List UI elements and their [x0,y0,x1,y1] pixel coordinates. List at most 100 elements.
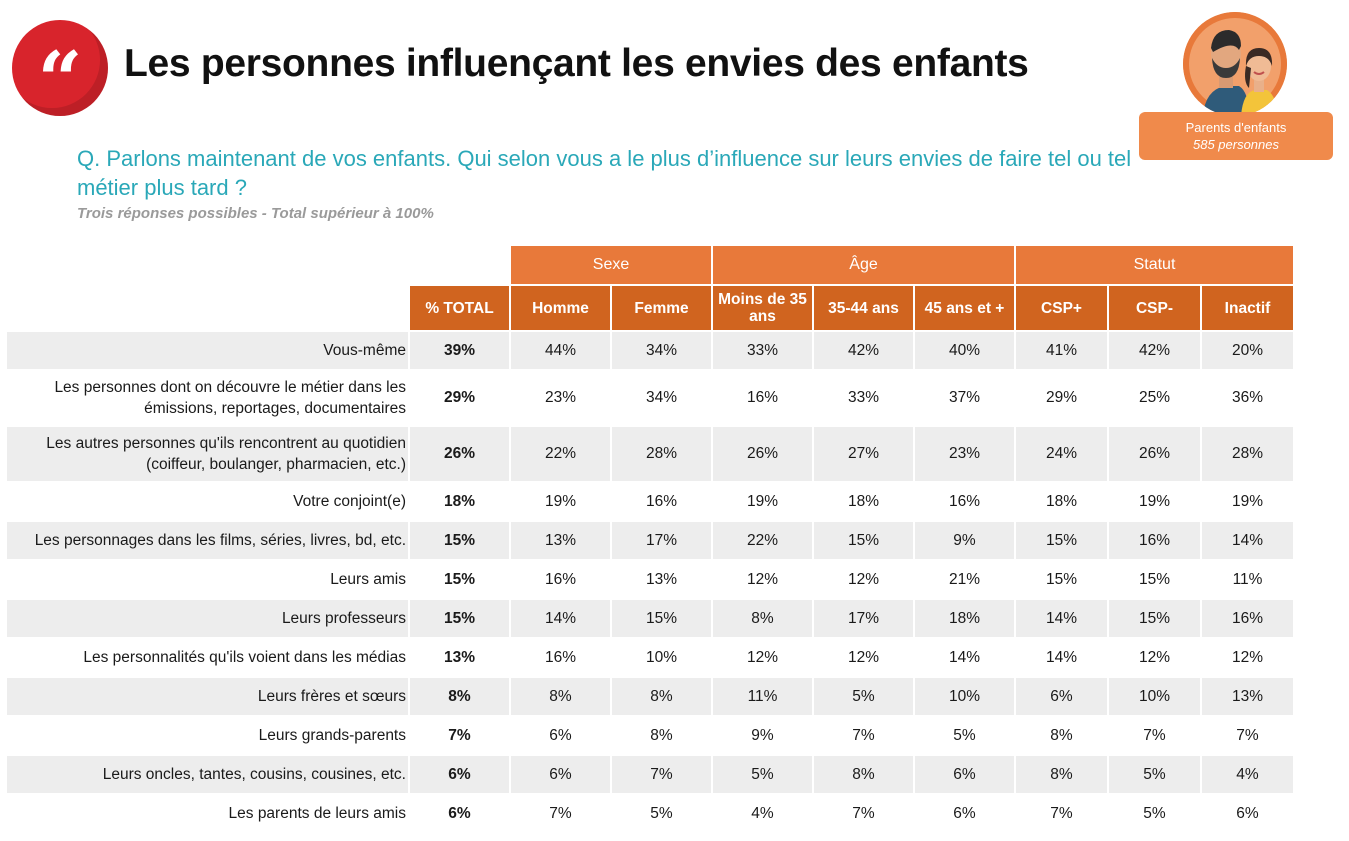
value-cell: 11% [1232,570,1263,588]
value-cell: 6% [1236,804,1259,822]
value-cell: 15% [814,522,913,559]
value-cell: 26% [713,427,812,481]
value-cell: 6% [915,756,1014,793]
value-cell: 16% [746,389,779,406]
group-header-age: Âge [713,246,1014,284]
value-cell: 8% [1016,756,1107,793]
column-header-inactif: Inactif [1202,286,1293,330]
value-cell: 10% [645,648,678,666]
row-label: Leurs amis [330,571,406,588]
value-cell: 5% [713,756,812,793]
total-cell: 39% [410,332,509,369]
value-cell: 15% [1109,600,1200,637]
value-cell: 18% [915,600,1014,637]
page-title: Les personnes influençant les envies des… [124,42,1029,85]
value-cell: 11% [713,678,812,715]
results-table: Sexe Âge Statut % TOTAL Homme Femme Moin… [5,244,1295,834]
value-cell: 5% [953,726,976,744]
value-cell: 10% [1109,678,1200,715]
value-cell: 12% [746,648,779,666]
value-cell: 5% [1143,804,1166,822]
value-cell: 37% [948,389,981,406]
row-label: Les personnages dans les films, séries, … [7,522,408,559]
value-cell: 29% [1045,389,1078,406]
value-cell: 41% [1016,332,1107,369]
sample-size-badge: Parents d'enfants 585 personnes [1139,112,1333,160]
value-cell: 7% [549,804,572,822]
value-cell: 13% [511,522,610,559]
sample-count: 585 personnes [1192,137,1279,152]
value-cell: 14% [948,648,981,666]
table-row: Leurs oncles, tantes, cousins, cousines,… [7,756,1293,793]
value-cell: 28% [1202,427,1293,481]
header-spacer [7,286,408,330]
row-label: Les autres personnes qu'ils rencontrent … [7,427,408,481]
value-cell: 8% [814,756,913,793]
total-cell: 6% [448,804,471,822]
header-spacer [7,246,408,284]
value-cell: 15% [1016,522,1107,559]
value-cell: 20% [1202,332,1293,369]
value-cell: 7% [852,726,875,744]
quote-glyph: “ [37,35,83,117]
value-cell: 6% [549,726,572,744]
value-cell: 28% [612,427,711,481]
table-row: Les parents de leurs amis 6% 7% 5% 4% 7% 6% 7% 5… [7,795,1293,832]
value-cell: 34% [612,332,711,369]
value-cell: 12% [847,570,880,588]
table-row: Leurs amis 15% 16% 13% 12% 12% 21% 15% 15% 11% [7,561,1293,598]
value-cell: 18% [1045,492,1078,510]
table-row: Votre conjoint(e) 18% 19% 16% 19% 18% 16% 18% 19… [7,483,1293,520]
column-header-45-plus: 45 ans et + [915,286,1014,330]
row-label: Leurs frères et sœurs [7,678,408,715]
column-header-moins-35: Moins de 35 ans [713,286,812,330]
value-cell: 14% [1016,600,1107,637]
table-row: Les personnages dans les films, séries, … [7,522,1293,559]
value-cell: 7% [1050,804,1073,822]
value-cell: 14% [511,600,610,637]
answer-note: Trois réponses possibles - Total supérie… [77,205,434,222]
value-cell: 16% [544,648,577,666]
value-cell: 7% [1236,726,1259,744]
value-cell: 12% [1138,648,1171,666]
value-cell: 17% [612,522,711,559]
value-cell: 8% [1050,726,1073,744]
value-cell: 5% [814,678,913,715]
value-cell: 27% [814,427,913,481]
survey-question: Q. Parlons maintenant de vos enfants. Qu… [77,146,1132,200]
row-label: Leurs professeurs [7,600,408,637]
value-cell: 14% [1045,648,1078,666]
value-cell: 19% [1231,492,1264,510]
row-label: Les personnes dont on découvre le métier… [54,379,406,417]
value-cell: 5% [1109,756,1200,793]
table-row: Leurs frères et sœurs 8% 8% 8% 11% 5% 10% 6% 10%… [7,678,1293,715]
value-cell: 17% [814,600,913,637]
value-cell: 19% [544,492,577,510]
value-cell: 44% [511,332,610,369]
quote-icon: “ [12,20,108,116]
value-cell: 42% [1109,332,1200,369]
value-cell: 16% [948,492,981,510]
column-header-homme: Homme [511,286,610,330]
value-cell: 8% [650,726,673,744]
row-label: Leurs grands-parents [258,727,406,744]
value-cell: 12% [1231,648,1264,666]
table-row: Les autres personnes qu'ils rencontrent … [7,427,1293,481]
value-cell: 9% [751,726,774,744]
value-cell: 21% [948,570,981,588]
total-cell: 15% [410,600,509,637]
value-cell: 12% [847,648,880,666]
table-body: Vous-même 39% 44% 34% 33% 42% 40% 41% 42% 20% Les … [7,332,1293,832]
value-cell: 15% [1045,570,1078,588]
value-cell: 14% [1202,522,1293,559]
table-row: Les personnalités qu'ils voient dans les… [7,639,1293,676]
value-cell: 9% [915,522,1014,559]
value-cell: 19% [1138,492,1171,510]
value-cell: 4% [751,804,774,822]
value-cell: 6% [511,756,610,793]
value-cell: 23% [544,389,577,406]
column-header-femme: Femme [612,286,711,330]
value-cell: 7% [612,756,711,793]
total-cell: 18% [443,492,476,510]
row-label: Leurs oncles, tantes, cousins, cousines,… [7,756,408,793]
